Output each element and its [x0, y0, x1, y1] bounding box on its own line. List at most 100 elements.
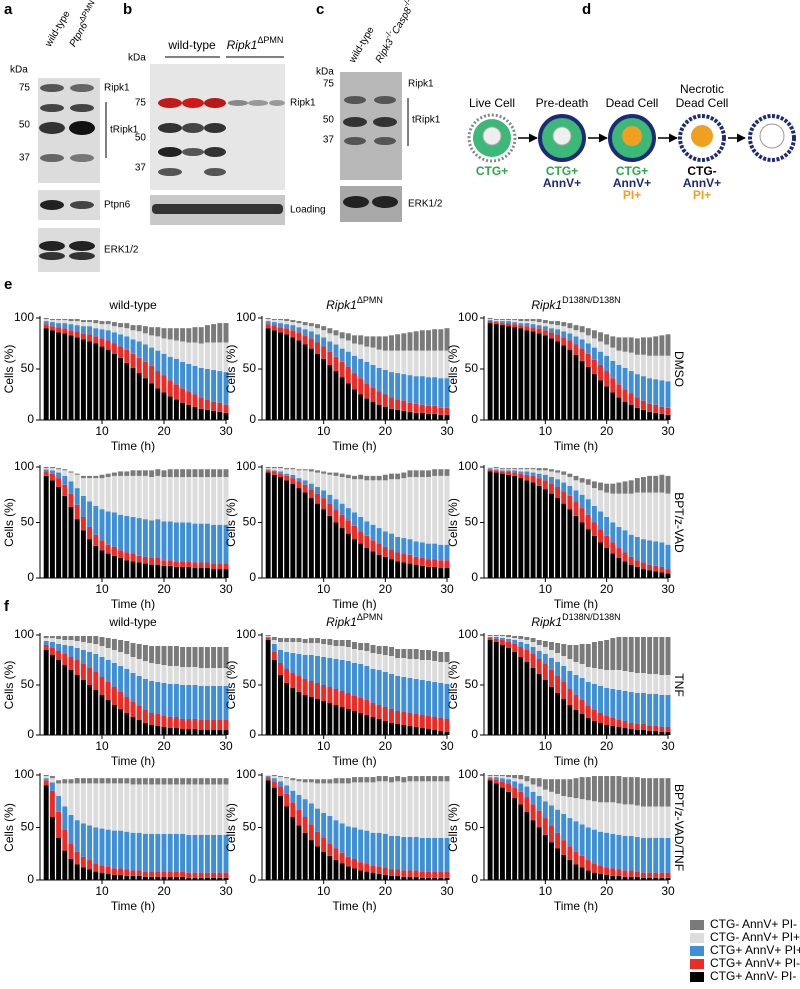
bar-segment	[136, 784, 142, 833]
bar-segment	[186, 469, 192, 477]
bar-segment	[499, 645, 505, 735]
bar-segment	[591, 801, 597, 830]
bar-segment	[192, 778, 198, 785]
bar-segment	[93, 636, 99, 644]
y-tick-label: 0	[249, 412, 256, 426]
bar-segment	[74, 820, 80, 852]
bar-segment	[265, 635, 271, 636]
bar-segment	[542, 489, 548, 578]
bar-segment	[124, 475, 130, 516]
bar-segment	[395, 373, 401, 400]
bar-segment	[591, 535, 597, 578]
bar-segment	[585, 777, 591, 801]
bar-segment	[155, 371, 161, 389]
bar-segment	[118, 323, 124, 328]
bar-segment	[296, 654, 302, 676]
bar-segment	[68, 319, 74, 322]
bar-segment	[628, 729, 634, 735]
bar-segment	[315, 324, 320, 329]
bar-segment	[512, 472, 518, 476]
bar-segment	[124, 560, 130, 578]
bar-segment	[161, 646, 167, 665]
bar-segment	[536, 786, 542, 796]
bar-segment	[327, 515, 333, 578]
bar-segment	[616, 493, 622, 527]
bar-segment	[622, 637, 628, 671]
bar-segment	[49, 319, 55, 321]
bar-segment	[524, 811, 530, 880]
bar-segment	[352, 479, 357, 513]
bar-segment	[561, 474, 567, 483]
kda-label: kDa	[316, 67, 334, 78]
band	[204, 147, 226, 157]
y-axis-label: Cells (%)	[2, 498, 16, 547]
bar-segment	[555, 486, 561, 499]
bar-segment	[493, 637, 499, 639]
band-label: tRipk1	[110, 125, 139, 136]
bar-segment	[49, 776, 55, 779]
bar-segment	[192, 394, 198, 407]
bar-segment	[364, 398, 370, 420]
bar-segment	[376, 873, 382, 880]
bar-segment	[124, 362, 130, 420]
bar-segment	[80, 823, 86, 857]
bar-segment	[321, 812, 327, 838]
bar-segment	[105, 700, 111, 735]
bar-segment	[610, 802, 616, 834]
bar-segment	[167, 717, 173, 728]
bar-segment	[136, 720, 142, 735]
bar-segment	[265, 324, 271, 329]
bar-segment	[284, 324, 290, 329]
bar-segment	[604, 516, 610, 536]
bar-segment	[211, 324, 217, 343]
bar-segment	[616, 803, 622, 835]
bar-segment	[616, 637, 622, 670]
bar-segment	[641, 376, 646, 401]
bar-segment	[647, 872, 653, 878]
bar-segment	[493, 469, 499, 471]
bar-segment	[567, 797, 573, 819]
bar-segment	[579, 867, 585, 880]
bar-segment	[591, 829, 597, 864]
bar-segment	[296, 809, 302, 826]
bar-segment	[142, 645, 148, 661]
bar-segment	[407, 781, 413, 837]
bar-segment	[321, 358, 327, 420]
bar-segment	[512, 798, 518, 880]
bar-segment	[130, 470, 136, 476]
bar-segment	[573, 695, 579, 710]
bar-segment	[62, 829, 68, 851]
bar-segment	[518, 775, 524, 780]
bar-segment	[579, 339, 585, 349]
bar-segment	[118, 652, 124, 666]
bar-segment	[315, 699, 320, 735]
bar-segment	[549, 321, 554, 325]
bar-segment	[561, 331, 567, 338]
bar-segment	[186, 522, 192, 562]
y-tick-label: 50	[21, 820, 35, 834]
bar-segment	[628, 337, 634, 353]
bar-segment	[579, 777, 585, 800]
bar-segment	[43, 641, 49, 645]
bar-segment	[518, 783, 524, 792]
bar-segment	[579, 678, 585, 700]
bar-segment	[278, 327, 283, 333]
bar-segment	[130, 325, 136, 331]
bar-segment	[87, 526, 93, 540]
x-tick-label: 10	[95, 582, 109, 596]
bar-segment	[223, 872, 229, 878]
bar-segment	[198, 872, 204, 878]
bar-segment	[395, 399, 401, 410]
bar-segment	[407, 554, 413, 564]
bar-segment	[653, 838, 659, 873]
bar-segment	[327, 472, 333, 475]
bar-segment	[382, 350, 388, 371]
legend-label: CTG- AnnV+ PI+	[710, 930, 800, 944]
bar-segment	[56, 644, 62, 651]
bar-segment	[284, 319, 290, 322]
bar-segment	[407, 470, 413, 477]
bar-segment	[99, 540, 105, 551]
bar-segment	[161, 560, 167, 566]
bar-segment	[530, 468, 536, 470]
